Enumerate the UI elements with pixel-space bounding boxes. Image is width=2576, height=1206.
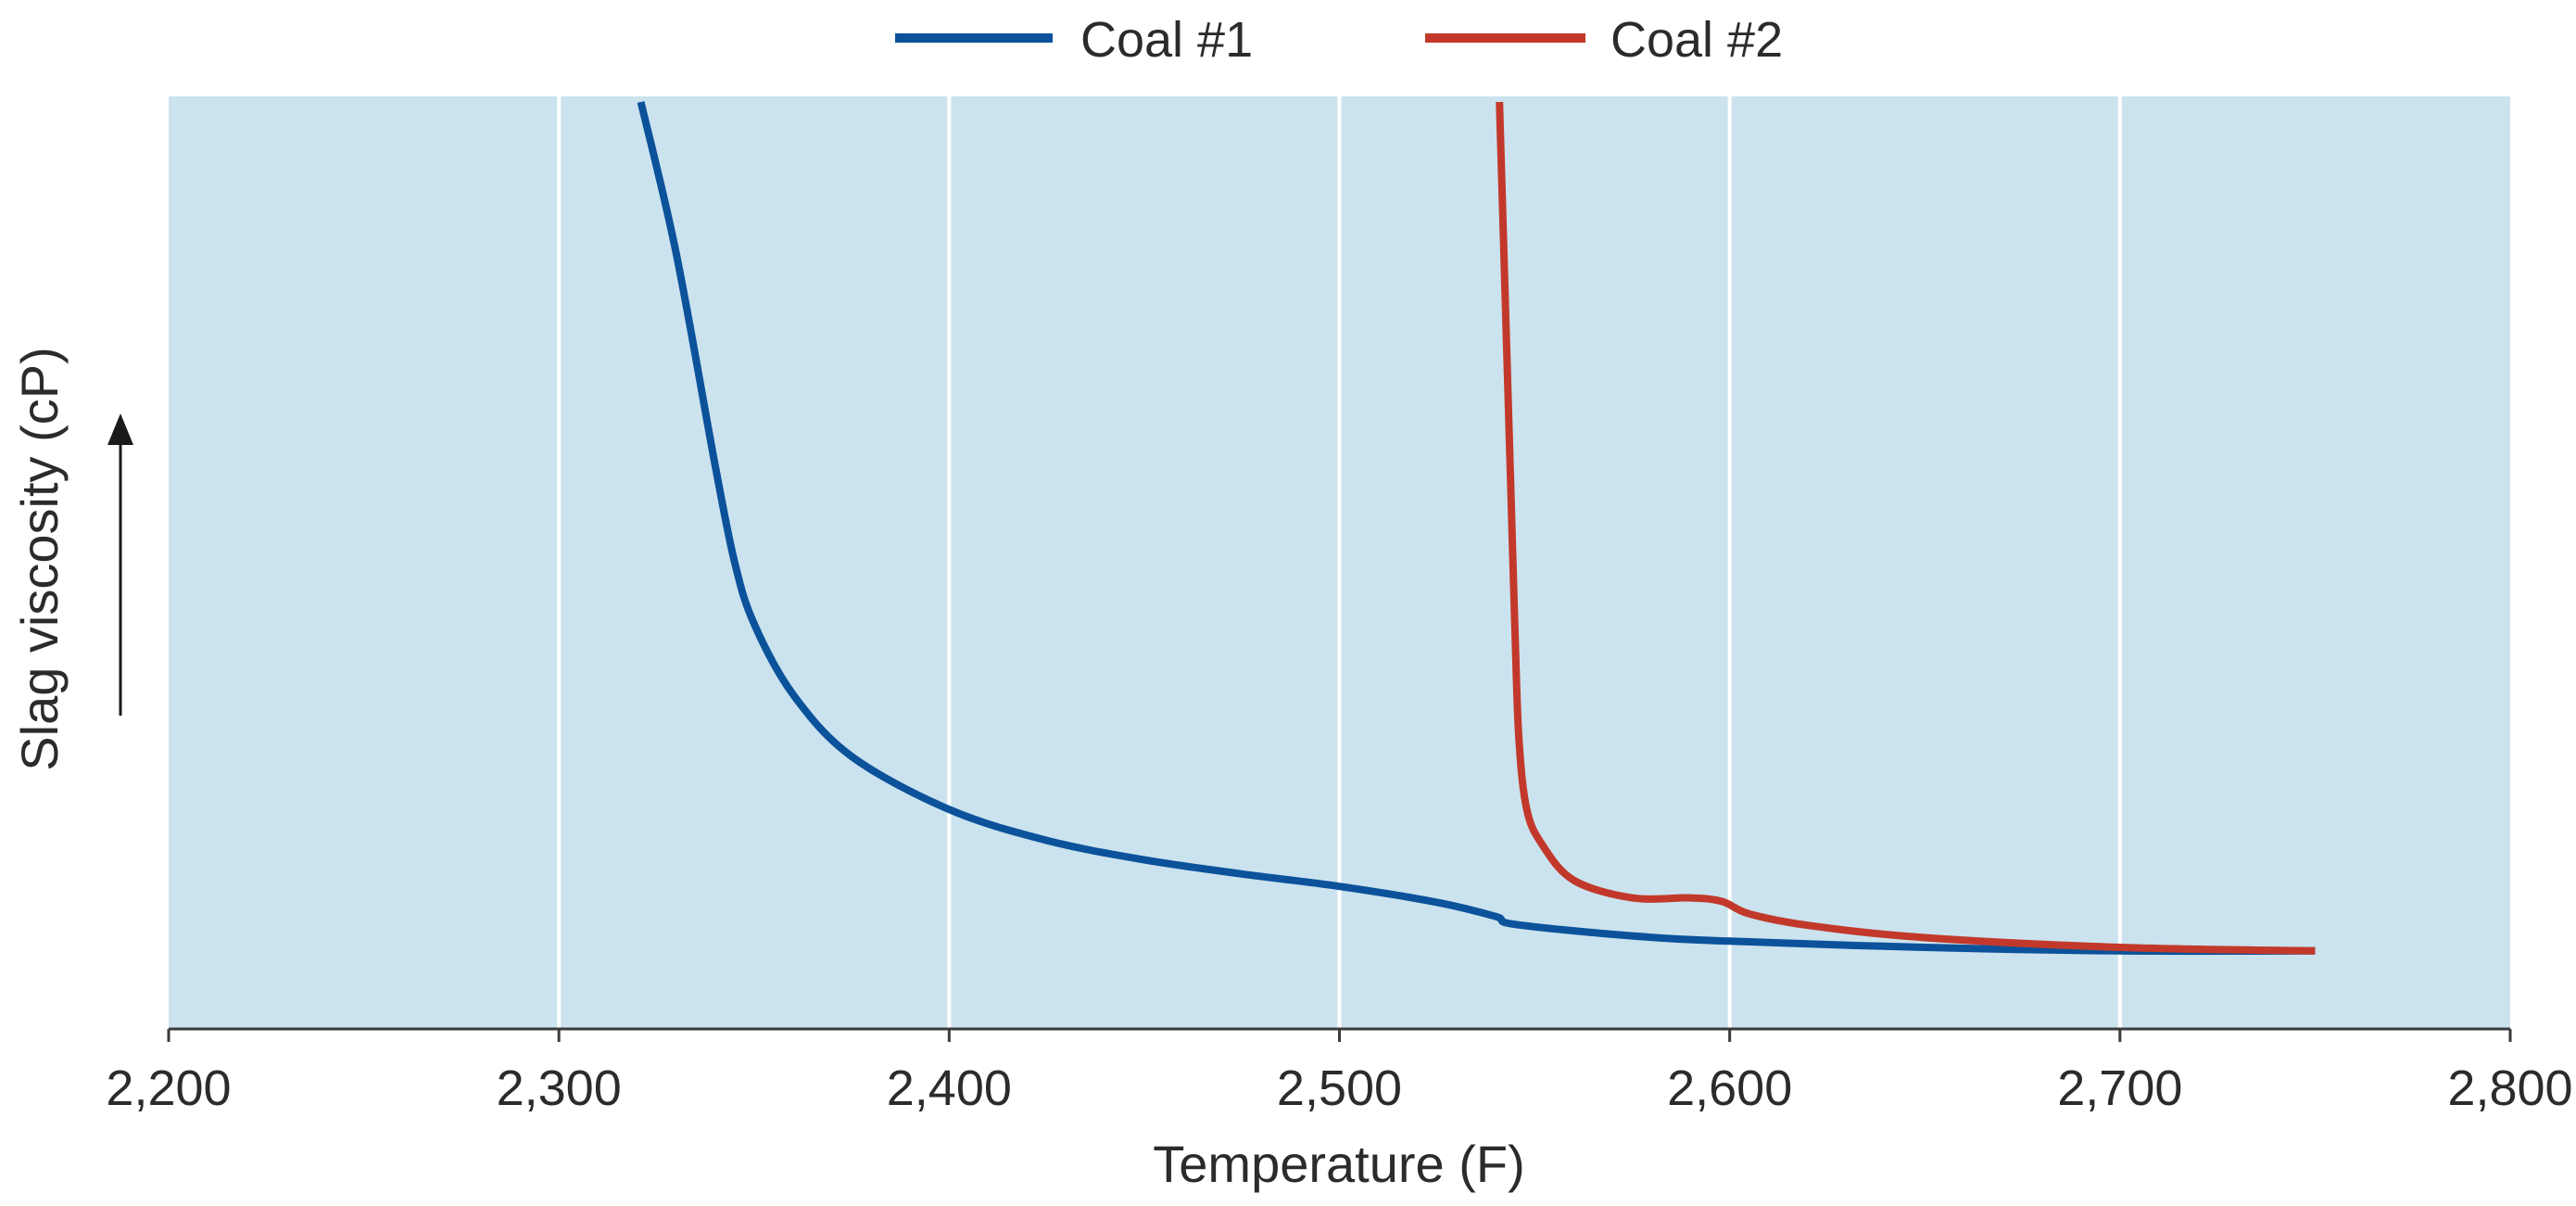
y-axis-title-group: Slag viscosity (cP) bbox=[10, 347, 133, 770]
chart: Coal #1 Coal #2 2,200 2,300 2,400 2,500 2,60… bbox=[0, 0, 2576, 1206]
x-axis-ticks: 2,200 2,300 2,400 2,500 2,600 2,700 2,800 bbox=[106, 1029, 2572, 1116]
legend: Coal #1 Coal #2 bbox=[895, 12, 1783, 68]
legend-label-coal-2: Coal #2 bbox=[1610, 12, 1783, 68]
x-tick-label-2400: 2,400 bbox=[887, 1060, 1012, 1116]
y-axis-title: Slag viscosity (cP) bbox=[10, 347, 69, 770]
x-tick-label-2200: 2,200 bbox=[106, 1060, 231, 1116]
y-axis-arrow-head-icon bbox=[107, 413, 133, 445]
x-tick-label-2300: 2,300 bbox=[497, 1060, 622, 1116]
x-tick-label-2500: 2,500 bbox=[1277, 1060, 1402, 1116]
legend-item-coal-2: Coal #2 bbox=[1425, 12, 1783, 68]
legend-item-coal-1: Coal #1 bbox=[895, 12, 1253, 68]
x-tick-label-2600: 2,600 bbox=[1667, 1060, 1792, 1116]
legend-label-coal-1: Coal #1 bbox=[1080, 12, 1253, 68]
x-tick-label-2800: 2,800 bbox=[2447, 1060, 2572, 1116]
x-axis-title: Temperature (F) bbox=[1153, 1135, 1524, 1193]
x-tick-label-2700: 2,700 bbox=[2057, 1060, 2182, 1116]
